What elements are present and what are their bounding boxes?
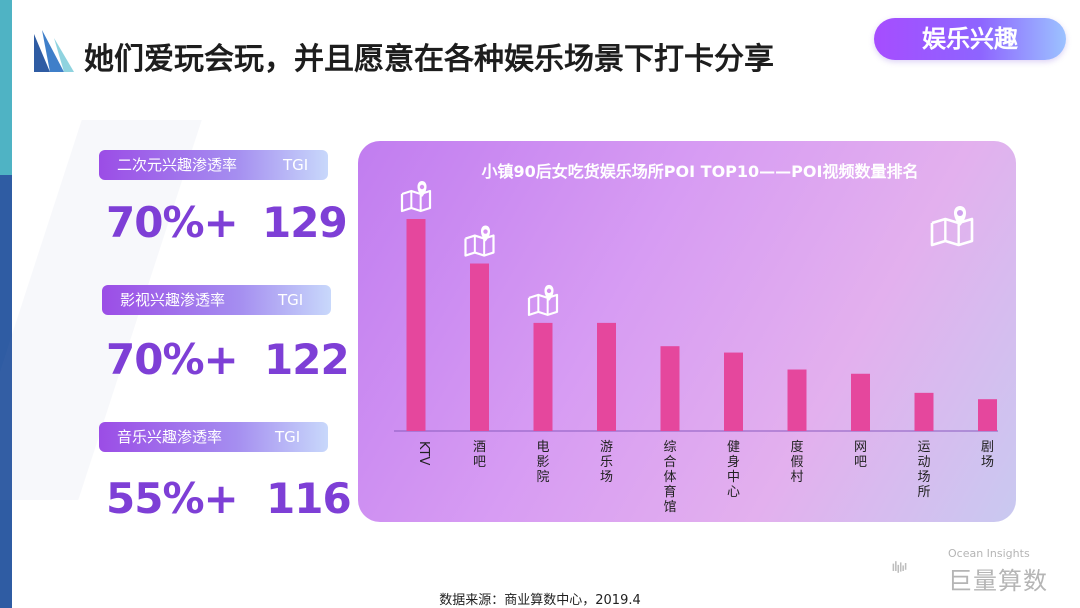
metric-name: 影视兴趣渗透率 [120, 291, 226, 309]
brand-subtitle: Ocean Insights [948, 547, 1030, 560]
metric-tgi-label: TGI [283, 156, 309, 174]
x-tick-label: 院 [536, 470, 549, 485]
chart-bar [978, 399, 997, 431]
x-tick-label: 电 [536, 440, 549, 455]
x-tick-label: 育 [663, 484, 676, 500]
x-tick-label: 心 [727, 485, 740, 500]
x-tick-label: 网 [854, 440, 867, 455]
x-tick-label: 村 [790, 470, 803, 485]
metric-tgi-label: TGI [278, 291, 304, 309]
metric-penetration-film: 70%+ [106, 335, 239, 384]
data-source-note: 数据来源：商业算数中心，2019.4 [439, 593, 641, 608]
x-tick-label: 乐 [600, 455, 613, 470]
metric-label-film: 影视兴趣渗透率 TGI [102, 285, 331, 315]
chart-bar [724, 352, 743, 431]
x-tick-label: 度 [790, 439, 803, 455]
metric-name: 二次元兴趣渗透率 [117, 156, 238, 174]
chart-bar [533, 322, 553, 431]
x-tick-label: 健 [727, 440, 740, 455]
x-tick-label: 剧 [981, 440, 994, 455]
metric-penetration-music: 55%+ [106, 474, 239, 523]
map-pin-icon [400, 181, 432, 213]
map-pin-icon [930, 206, 974, 247]
x-tick-label: 运 [917, 440, 930, 455]
chart-bar [787, 369, 807, 431]
brand-name: 巨量算数 [948, 567, 1048, 595]
category-badge: 娱乐兴趣 [874, 18, 1066, 60]
x-tick-label: 体 [663, 470, 676, 485]
x-tick-label: 合 [663, 455, 676, 470]
metric-name: 音乐兴趣渗透率 [117, 428, 223, 446]
x-tick-label: 中 [727, 470, 740, 485]
x-tick-label: 吧 [854, 455, 867, 470]
metric-tgi-anime: 129 [262, 198, 348, 247]
x-tick-label: 场 [600, 470, 613, 485]
chart-bar [851, 373, 870, 431]
x-tick-label: 场 [917, 470, 930, 485]
chart-bar [597, 322, 616, 431]
page-title: 她们爱玩会玩，并且愿意在各种娱乐场景下打卡分享 [84, 42, 774, 77]
x-tick-label: 酒 [473, 440, 486, 455]
logo-icon [34, 30, 74, 72]
chart-panel: 小镇90后女吃货娱乐场所POI TOP10——POI视频数量排名 KTV 酒吧电影院… [358, 141, 1016, 522]
metric-label-anime: 二次元兴趣渗透率 TGI [99, 150, 328, 180]
chart-bar [914, 392, 934, 431]
metric-penetration-anime: 70%+ [106, 198, 239, 247]
x-tick-label: 假 [790, 455, 803, 470]
chart-title: 小镇90后女吃货娱乐场所POI TOP10——POI视频数量排名 [482, 162, 919, 181]
metric-tgi-film: 122 [264, 335, 350, 384]
chart-bar [660, 346, 680, 431]
x-tick-label: 动 [917, 455, 930, 470]
x-tick-label: 馆 [663, 500, 676, 515]
chart-bar [470, 263, 489, 431]
x-tick-label: 游 [600, 440, 613, 455]
chart-bar [406, 219, 426, 431]
metric-label-music: 音乐兴趣渗透率 TGI [99, 422, 328, 452]
map-pin-icon [527, 284, 559, 316]
x-tick-label: 所 [917, 485, 930, 500]
x-tick-label: 场 [981, 455, 994, 470]
x-tick-label: 综 [663, 440, 676, 455]
map-pin-icon [464, 225, 495, 257]
x-tick-label: KTV [416, 441, 431, 465]
metric-tgi-label: TGI [275, 428, 301, 446]
metric-tgi-music: 116 [266, 474, 352, 523]
brand-logo-icon [892, 561, 907, 573]
x-tick-label: 吧 [473, 455, 486, 470]
x-tick-label: 身 [727, 454, 740, 470]
left-edge-accent [0, 0, 12, 175]
x-tick-label: 影 [536, 455, 549, 470]
